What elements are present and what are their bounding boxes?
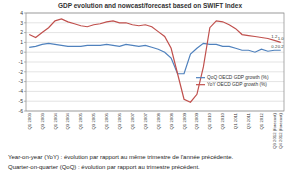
grid-line [26, 101, 284, 102]
x-tick-label: Q1 2009 [182, 112, 187, 129]
x-tick-label: Q3 2011 [246, 112, 251, 129]
y-tick-label: -6 [19, 108, 24, 114]
legend-swatch [196, 77, 205, 78]
x-tick-label: Q1 2006 [104, 112, 109, 129]
plot-frame [26, 13, 284, 111]
y-tick-label: -5 [19, 98, 24, 104]
x-tick-label: Q3 2004 [65, 112, 70, 129]
data-label: 1.0 [278, 36, 285, 41]
x-tick-label: Q1 2005 [78, 112, 83, 129]
x-tick-label: Q3 2006 [117, 112, 122, 129]
legend-label: YoY OECD GDP growth (%) [207, 82, 267, 87]
series-line [29, 19, 281, 102]
grid-line [26, 71, 284, 72]
y-tick-label: 4 [20, 10, 23, 16]
x-tick-label: Q3 2012 (forecast) [272, 112, 277, 148]
y-tick-label: -4 [19, 88, 24, 94]
y-tick-label: 3 [20, 20, 23, 26]
legend-swatch [196, 84, 205, 85]
y-tick-label: 0 [20, 49, 23, 55]
grid-line [26, 42, 284, 43]
x-tick-label: Q3 2009 [194, 112, 199, 129]
x-tick-label: Q1 2012 [259, 112, 264, 129]
series-group [29, 19, 281, 102]
x-tick-label: Q3 2003 [40, 112, 45, 129]
y-tick-label: 2 [20, 29, 23, 35]
grid-line [26, 62, 284, 63]
chart: GDP evolution and nowcast/forecast based… [0, 0, 300, 186]
x-tick-label: Q3 2005 [91, 112, 96, 129]
legend-label: QoQ OECD GDP growth (%) [207, 75, 269, 80]
x-tick-label: Q1 2003 [27, 112, 32, 129]
note: Quarter-on-quarter (QoQ) : évolution par… [8, 164, 200, 170]
data-label: 0.2 [278, 44, 285, 49]
x-tick-label: Q1 2011 [233, 112, 238, 129]
grid-line [26, 32, 284, 33]
y-tick-label: -3 [19, 78, 24, 84]
x-tick-label: Q3 2010 [220, 112, 225, 129]
series-line [29, 43, 281, 73]
y-tick-label: -1 [19, 59, 24, 65]
title: GDP evolution and nowcast/forecast based… [58, 2, 242, 9]
x-tick-label: Q1 2004 [53, 112, 58, 129]
x-tick-label: Q3 2007 [143, 112, 148, 129]
x-tick-label: Q1 2010 [207, 112, 212, 129]
grid-line [26, 91, 284, 92]
note: Year-on-year (YoY) : évolution par rappo… [8, 154, 233, 160]
grid-line [26, 52, 284, 53]
x-tick-label: Q1 2008 [156, 112, 161, 129]
x-tick-label: Q3 2008 [169, 112, 174, 129]
y-tick-label: 1 [20, 39, 23, 45]
y-tick-label: -2 [19, 69, 24, 75]
x-tick-label: Q4 2012 (forecast) [278, 112, 283, 148]
grid-line [26, 22, 284, 23]
x-tick-label: Q1 2007 [130, 112, 135, 129]
